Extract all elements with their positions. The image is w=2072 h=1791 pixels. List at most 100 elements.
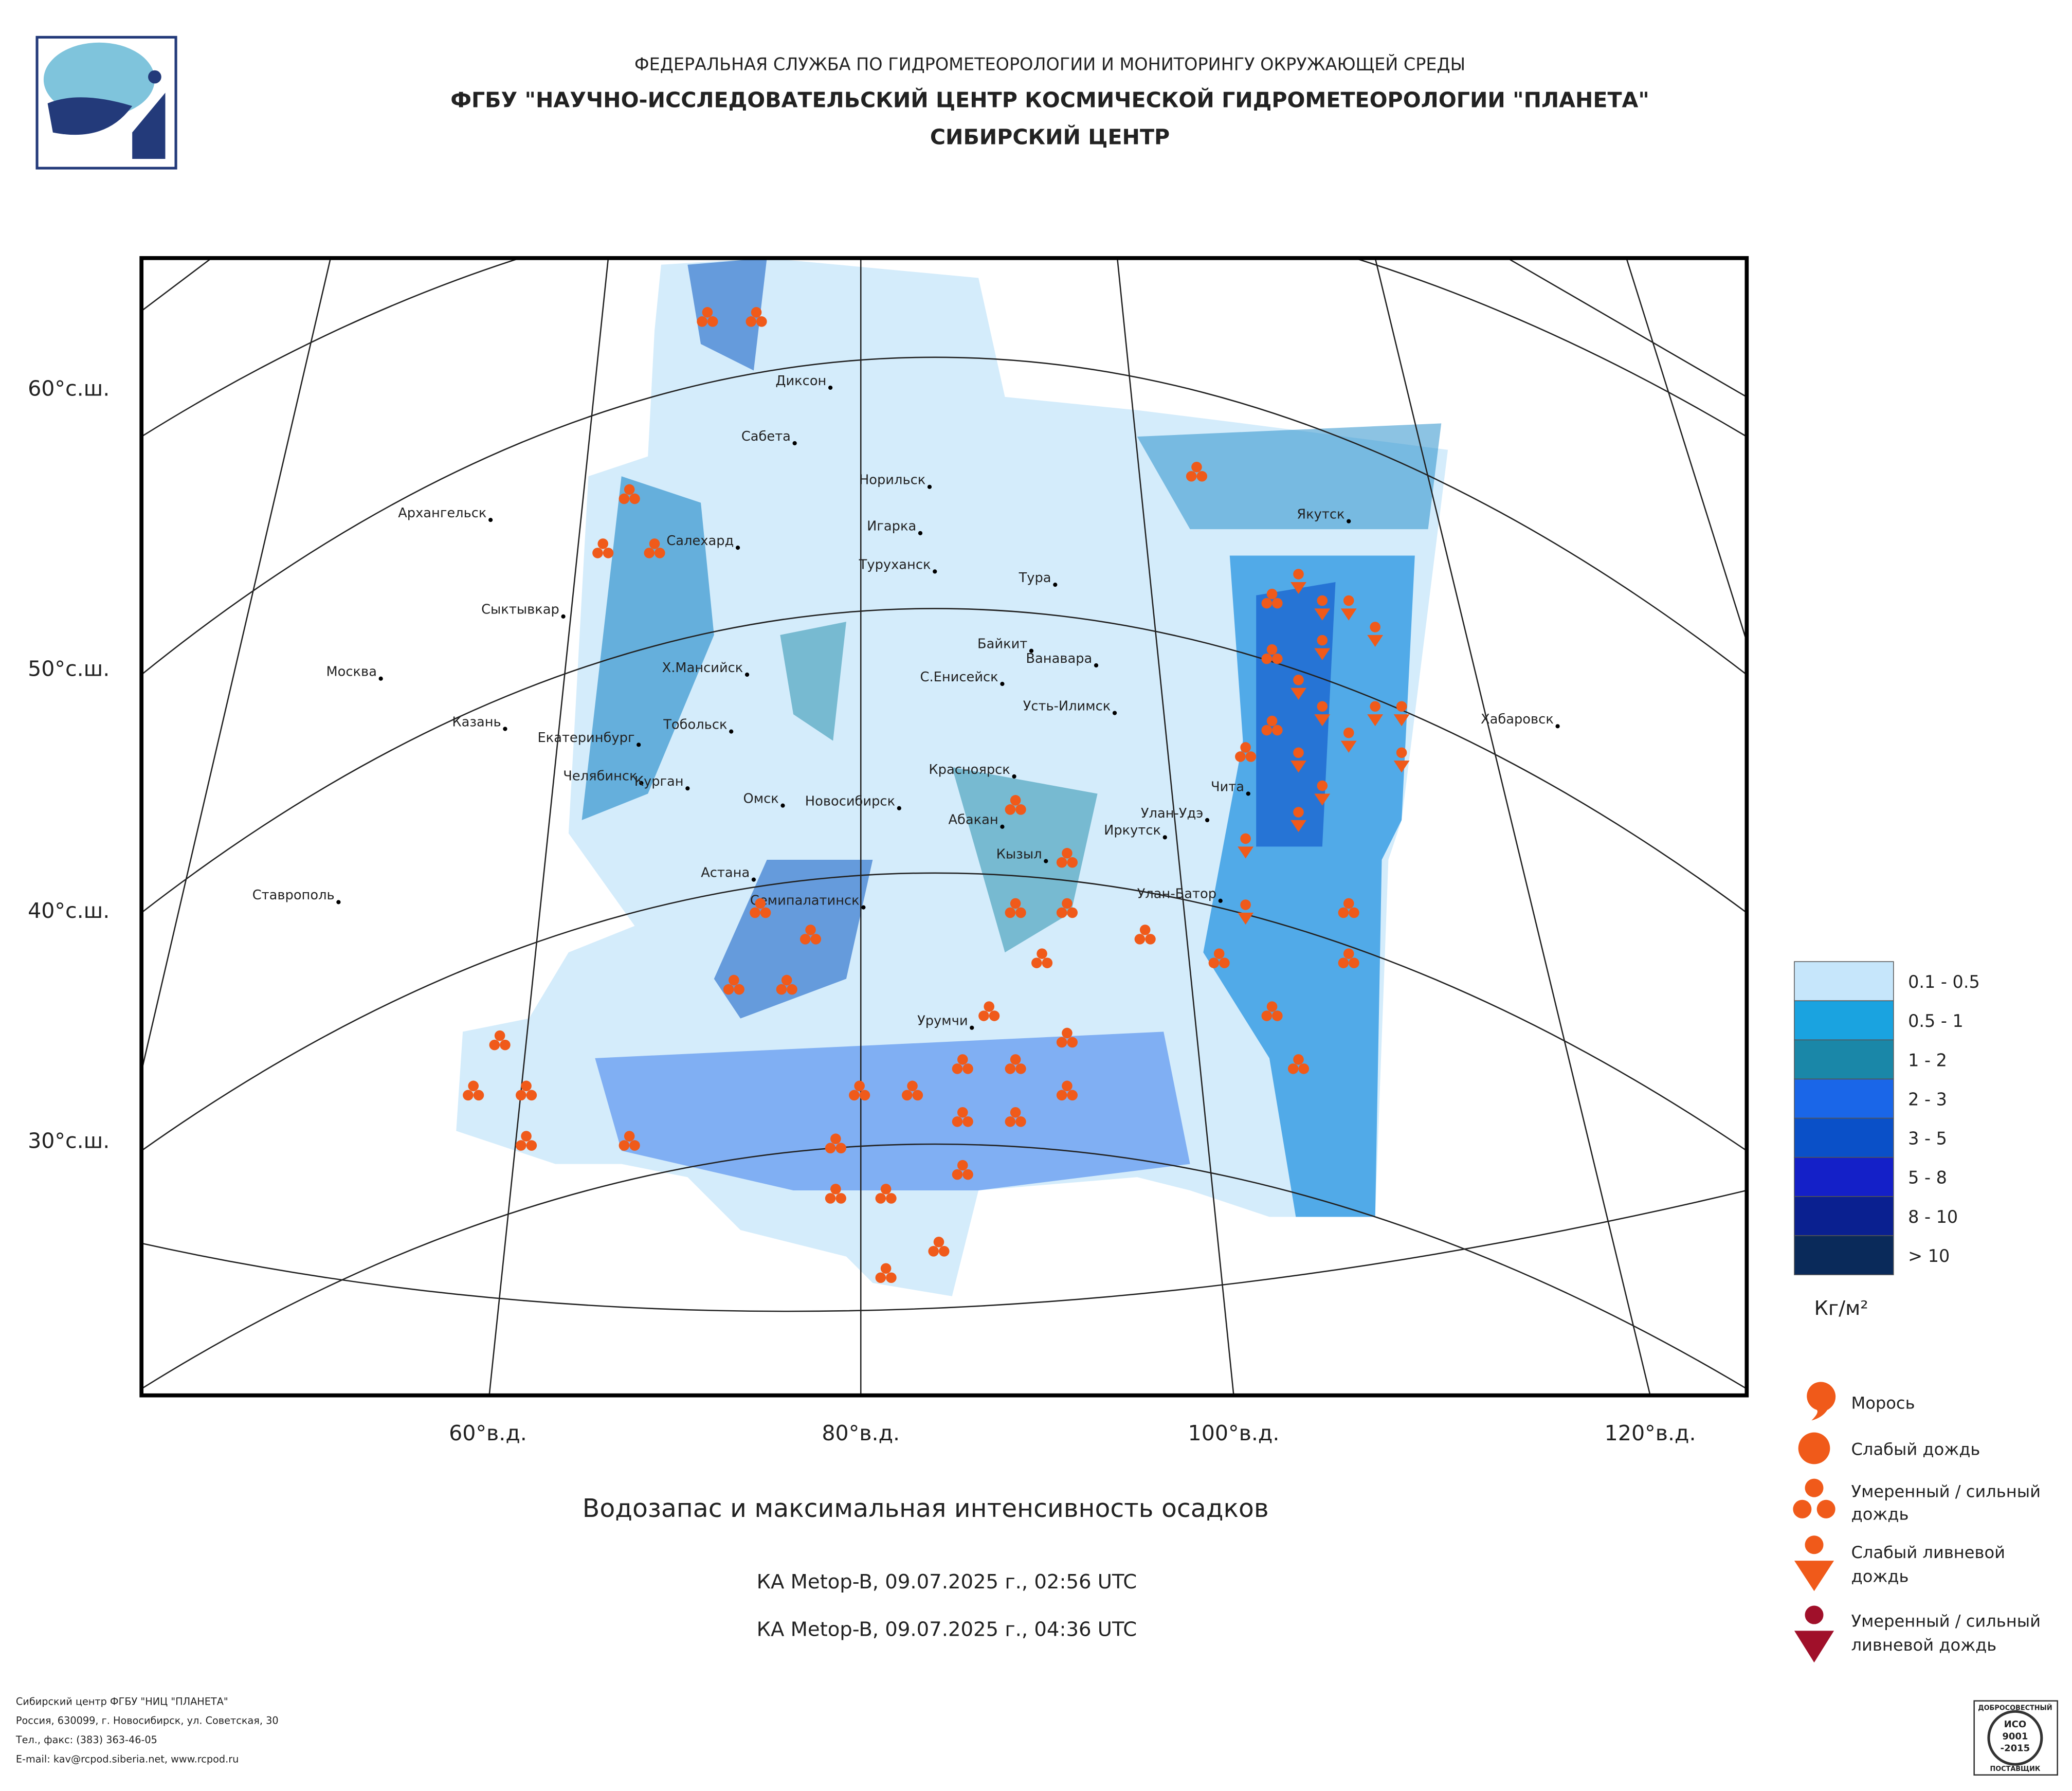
shower-symbol: [1293, 747, 1304, 758]
rain-symbol: [886, 1272, 897, 1283]
shower-symbol: [1240, 899, 1251, 910]
rain-symbol: [592, 548, 603, 558]
rain-symbol: [1272, 598, 1283, 609]
rain-symbol: [1272, 653, 1283, 664]
legend-label: 0.1 - 0.5: [1908, 972, 1980, 992]
meridian: [141, 258, 212, 312]
water-field: [595, 1032, 1190, 1191]
logo: [35, 35, 177, 170]
cert-line: ПОСТАВЩИК: [1990, 1765, 2040, 1773]
parallel: [141, 1189, 1747, 1312]
city-dot: [639, 781, 644, 786]
rain-symbol: [629, 1140, 640, 1151]
symbol-legend: Морось Слабый дождь Умеренный / сильный дож…: [1793, 1382, 2041, 1663]
rain-symbol: [521, 1131, 532, 1142]
shower-symbol: [1291, 761, 1306, 773]
shower-symbol: [1317, 635, 1328, 646]
shower-symbol: [1314, 608, 1331, 621]
rain-symbol: [1062, 1080, 1073, 1092]
shower-symbol: [1343, 727, 1354, 738]
water-field: [687, 258, 767, 371]
shower-symbol: [1393, 714, 1410, 727]
rain-symbol: [1067, 907, 1078, 918]
city-dot: [488, 517, 493, 522]
parallel: [141, 356, 1747, 676]
city-dot: [1347, 519, 1351, 523]
city-label: Абакан: [948, 812, 998, 828]
logo-wave: [47, 97, 133, 135]
drizzle-icon: [1807, 1382, 1836, 1421]
city-dot: [933, 569, 937, 574]
rain-symbol: [1010, 1054, 1021, 1065]
meridian: [1507, 258, 1747, 398]
symbol-label: Слабый ливневой: [1851, 1543, 2006, 1562]
rain-symbol: [928, 1246, 939, 1257]
rain-symbol: [776, 984, 787, 995]
rain-symbol: [825, 1193, 836, 1204]
city-label: Чита: [1211, 779, 1244, 794]
shower-symbol: [1314, 648, 1331, 660]
shower-symbol: [1293, 675, 1304, 685]
rain-symbol: [603, 548, 614, 558]
legend-swatch: [1794, 1039, 1894, 1080]
rain-symbol: [1186, 471, 1197, 482]
rain-symbol: [875, 1193, 886, 1204]
city-label: Салехард: [666, 533, 734, 549]
footer-line: E-mail: kav@rcpod.siberia.net, www.rcpod…: [16, 1753, 239, 1765]
rain-symbol: [1145, 934, 1156, 945]
city-dot: [685, 786, 690, 791]
legend-swatch: [1794, 1156, 1894, 1197]
shower-symbol: [1343, 595, 1354, 606]
city-label: Тура: [1019, 570, 1051, 586]
city-dot: [1044, 859, 1048, 863]
meridian: [1116, 258, 1234, 1396]
rain-symbol: [723, 984, 734, 995]
rain-symbol: [1015, 1063, 1026, 1074]
rain-symbol: [810, 934, 822, 945]
rain-symbol: [1287, 1063, 1299, 1074]
cities: Диксон Сабета Норильск Игарка Туруханск Тура А…: [252, 373, 1560, 1030]
legend-label: 3 - 5: [1908, 1129, 1947, 1149]
rain-symbol: [751, 307, 762, 318]
rain-symbol: [649, 538, 660, 549]
rain-symbol: [957, 1160, 968, 1171]
shower-icon: [1805, 1535, 1824, 1554]
rain-symbol: [707, 316, 718, 327]
rain-symbol: [515, 1140, 526, 1151]
legend-label: 2 - 3: [1908, 1089, 1947, 1109]
city-dot: [1000, 681, 1005, 686]
rain-symbol: [729, 974, 739, 986]
city-dot: [1162, 835, 1167, 840]
rain-symbols: [463, 307, 1410, 1283]
rain-symbol: [1005, 1116, 1016, 1127]
legend-swatch: [1794, 1196, 1894, 1236]
city-label: Семипалатинск: [750, 893, 860, 909]
rain-symbol: [1010, 898, 1021, 909]
rain-symbol: [978, 1010, 989, 1021]
rain-symbol: [1245, 751, 1257, 762]
city-dot: [735, 546, 740, 550]
lat-label: 30°с.ш.: [28, 1129, 110, 1153]
rain-symbol: [1056, 1037, 1067, 1048]
rain-symbol: [886, 1193, 897, 1204]
city-label: Новосибирск: [805, 794, 895, 809]
city-dot: [780, 803, 785, 808]
rain-symbol: [619, 1140, 630, 1151]
water-field: [952, 767, 1098, 953]
rain-symbol: [1266, 588, 1278, 600]
city-dot: [1555, 724, 1560, 729]
shower-symbol: [1238, 846, 1254, 859]
rain-symbol: [515, 1090, 526, 1101]
rain-symbol: [1240, 742, 1251, 753]
rain-symbol: [962, 1116, 973, 1127]
city-label: Тобольск: [663, 717, 727, 732]
rain-symbol: [1293, 1054, 1304, 1065]
city-dot: [1053, 583, 1058, 587]
rain-symbol: [734, 984, 744, 995]
rain-symbol: [1015, 804, 1026, 815]
city-label: Якутск: [1297, 507, 1344, 522]
rain-symbol: [1037, 948, 1047, 959]
symbol-label: дождь: [1851, 1504, 1909, 1524]
